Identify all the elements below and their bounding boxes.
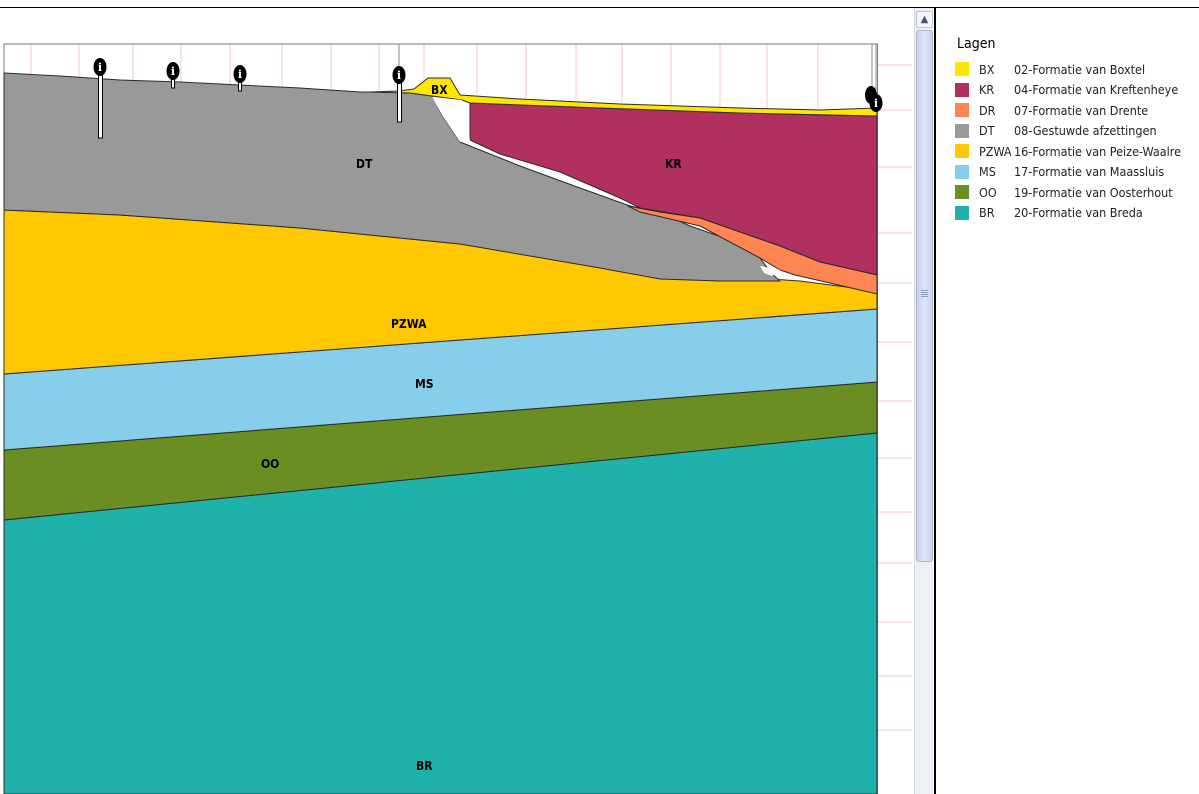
- layer-label-kr: KR: [665, 157, 682, 171]
- legend-code: DR: [979, 102, 996, 118]
- legend-name: 02-Formatie van Boxtel: [1014, 61, 1146, 77]
- legend-swatch: [955, 82, 969, 97]
- borehole-marker: i: [171, 65, 175, 78]
- info-icon[interactable]: [166, 62, 180, 80]
- legend-code: MS: [979, 164, 996, 180]
- borehole-4[interactable]: i: [392, 44, 406, 123]
- legend-item-oo[interactable]: OO 19-Formatie van Oosterhout: [955, 182, 1199, 203]
- legend-swatch: [955, 164, 969, 179]
- cross-section-panel[interactable]: BX DT KR PZWA MS OO BR i i i i: [0, 8, 912, 794]
- borehole-marker: i: [238, 68, 242, 81]
- borehole-marker: i: [98, 61, 102, 74]
- legend-title: Lagen: [957, 36, 996, 52]
- layer-label-ms: MS: [415, 377, 434, 391]
- legend-list: BX 02-Formatie van Boxtel KR 04-Formatie va…: [955, 59, 1199, 223]
- legend-swatch: [955, 62, 969, 77]
- borehole-3[interactable]: i: [233, 65, 247, 92]
- vertical-scrollbar[interactable]: ▲: [914, 8, 933, 794]
- layer-dr[interactable]: [627, 205, 878, 295]
- info-icon[interactable]: [93, 58, 107, 76]
- legend-item-br[interactable]: BR 20-Formatie van Breda: [955, 203, 1199, 224]
- legend-item-dr[interactable]: DR 07-Formatie van Drente: [955, 100, 1199, 121]
- layer-label-dt: DT: [356, 157, 373, 171]
- layer-label-br: BR: [416, 759, 433, 773]
- panel-divider: [934, 8, 936, 794]
- layer-label-bx: BX: [431, 83, 448, 97]
- gap-white-1: [432, 97, 470, 142]
- legend-name: 08-Gestuwde afzettingen: [1014, 123, 1157, 139]
- borehole-marker: i: [874, 97, 878, 110]
- cross-section-canvas: BX DT KR PZWA MS OO BR i i i i: [0, 8, 912, 794]
- info-icon[interactable]: [392, 66, 406, 84]
- legend-swatch: [955, 205, 969, 220]
- legend-item-ms[interactable]: MS 17-Formatie van Maassluis: [955, 162, 1199, 183]
- legend-code: DT: [979, 123, 995, 139]
- gap-white-2: [760, 266, 780, 276]
- legend-name: 04-Formatie van Kreftenheye: [1014, 82, 1179, 98]
- legend-item-bx[interactable]: BX 02-Formatie van Boxtel: [955, 59, 1199, 80]
- legend-panel: Lagen BX 02-Formatie van Boxtel KR 04-Forma…: [955, 36, 1199, 336]
- legend-item-kr[interactable]: KR 04-Formatie van Kreftenheye: [955, 80, 1199, 101]
- legend-name: 16-Formatie van Peize-Waalre: [1014, 143, 1182, 159]
- legend-item-pzwa[interactable]: PZWA 16-Formatie van Peize-Waalre: [955, 141, 1199, 162]
- layer-label-oo: OO: [261, 457, 279, 471]
- legend-name: 19-Formatie van Oosterhout: [1014, 184, 1173, 200]
- top-border: [0, 7, 1199, 8]
- legend-code: KR: [979, 82, 995, 98]
- legend-swatch: [955, 103, 969, 118]
- chevron-up-icon: ▲: [920, 14, 929, 25]
- legend-swatch: [955, 123, 969, 138]
- borehole-5[interactable]: i: [865, 44, 883, 112]
- legend-code: BX: [979, 61, 995, 77]
- info-icon[interactable]: [233, 65, 247, 83]
- grip-icon: [921, 290, 928, 298]
- grid-lines: [30, 44, 912, 731]
- legend-name: 20-Formatie van Breda: [1014, 205, 1143, 221]
- legend-swatch: [955, 144, 969, 159]
- scroll-thumb[interactable]: [916, 30, 933, 562]
- legend-code: BR: [979, 205, 995, 221]
- borehole-2[interactable]: i: [166, 62, 180, 89]
- borehole-1[interactable]: i: [93, 58, 107, 139]
- legend-item-dt[interactable]: DT 08-Gestuwde afzettingen: [955, 121, 1199, 142]
- layer-label-pzwa: PZWA: [391, 317, 427, 331]
- legend-name: 17-Formatie van Maassluis: [1014, 164, 1165, 180]
- legend-code: OO: [979, 184, 997, 200]
- legend-code: PZWA: [979, 143, 1012, 159]
- legend-swatch: [955, 185, 969, 200]
- scroll-up-button[interactable]: ▲: [916, 11, 933, 28]
- info-icon[interactable]: [869, 94, 883, 112]
- borehole-marker: i: [397, 69, 401, 82]
- legend-name: 07-Formatie van Drente: [1014, 102, 1149, 118]
